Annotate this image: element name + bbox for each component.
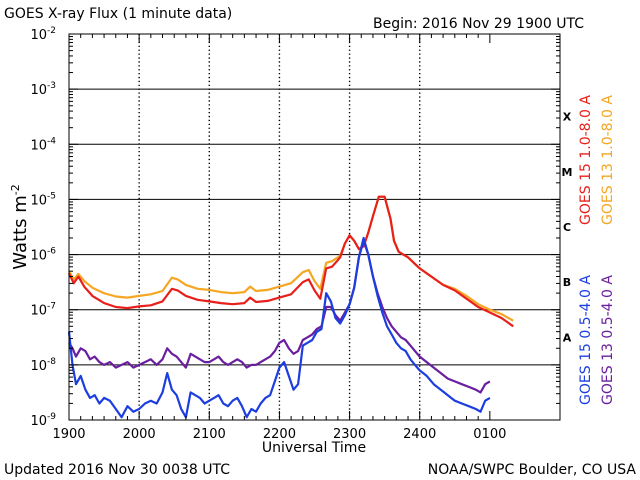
flare-class-labels: A B C M X [562,111,573,345]
series-line-goes-13-1-0-8-0-a [68,195,514,322]
y-tick-base: 10 [30,359,47,374]
x-tick-label: 2100 [193,427,226,442]
y-axis-label-text: Watts m [10,195,31,269]
y-tick-base: 10 [30,138,47,153]
y-tick-exponent: -6 [47,247,56,257]
series-line-goes-15-1-0-8-0-a [68,195,514,328]
grid-lines [69,34,560,420]
x-tick-label: 2400 [403,427,436,442]
y-tick-label: 10-7 [30,302,56,319]
flare-class-label: X [563,111,572,124]
y-tick-label: 10-5 [30,191,56,208]
flare-class-label: M [562,166,573,179]
y-tick-base: 10 [30,28,47,43]
y-tick-exponent: -5 [47,191,56,201]
y-tick-base: 10 [30,414,47,429]
y-tick-base: 10 [30,304,47,319]
legend: GOES 15 1.0-8.0 A GOES 13 1.0-8.0 A GOES 1… [578,95,616,405]
y-tick-label: 10-3 [30,81,56,98]
y-tick-exponent: -9 [47,412,56,422]
y-tick-base: 10 [30,83,47,98]
y-tick-label: 10-6 [30,247,56,264]
y-tick-exponent: -7 [47,302,56,312]
x-axis-label: Universal Time [262,440,366,456]
legend-entry: GOES 13 1.0-8.0 A [600,95,616,225]
x-tick-label: 1900 [52,427,85,442]
legend-entry: GOES 13 0.5-4.0 A [600,275,616,405]
legend-entry: GOES 15 0.5-4.0 A [578,275,594,405]
x-tick-label: 0100 [473,427,506,442]
y-tick-label: 10-9 [30,412,56,429]
chart-title: GOES X-ray Flux (1 minute data) [4,6,232,22]
y-tick-exponent: -8 [47,357,56,367]
series-line-goes-15-0-5-4-0-a [67,236,491,419]
svg-text:Watts m-2: Watts m-2 [9,184,31,269]
flare-class-label: A [563,331,572,344]
flare-class-label: B [563,276,571,289]
legend-entry: GOES 15 1.0-8.0 A [578,95,594,225]
y-tick-label: 10-2 [30,26,56,43]
y-tick-exponent: -4 [47,136,56,146]
begin-label: Begin: 2016 Nov 29 1900 UTC [373,16,584,32]
series-line-goes-13-0-5-4-0-a [68,239,491,394]
x-tick-label: 2200 [263,427,296,442]
y-axis-label: Watts m-2 [9,184,31,269]
y-tick-label: 10-4 [30,136,56,153]
series-group [67,195,514,419]
y-tick-base: 10 [30,193,47,208]
x-tick-label: 2000 [123,427,156,442]
flare-class-label: C [563,221,571,234]
y-tick-exponent: -3 [47,81,56,91]
y-tick-exponent: -2 [47,26,56,36]
source-label: NOAA/SWPC Boulder, CO USA [428,462,637,478]
y-tick-label: 10-8 [30,357,56,374]
y-tick-base: 10 [30,249,47,264]
y-axis-label-exponent: -2 [9,184,22,195]
updated-label: Updated 2016 Nov 30 0038 UTC [4,462,230,478]
x-tick-label: 2300 [333,427,366,442]
